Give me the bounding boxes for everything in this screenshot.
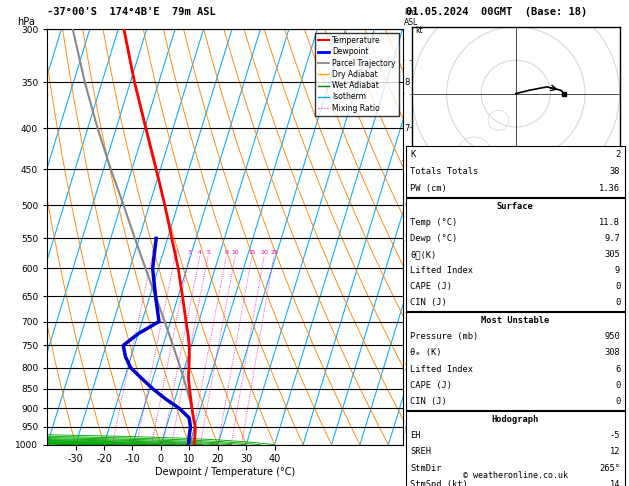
Text: 11.8: 11.8 (599, 218, 620, 227)
Text: <<<: <<< (411, 405, 429, 411)
Text: 25: 25 (270, 250, 278, 256)
Text: Lifted Index: Lifted Index (410, 364, 473, 374)
Text: Dewp (°C): Dewp (°C) (410, 234, 457, 243)
Text: 308: 308 (604, 348, 620, 358)
Text: 305: 305 (604, 250, 620, 259)
Text: Pressure (mb): Pressure (mb) (410, 332, 479, 341)
Text: km
ASL: km ASL (404, 8, 418, 27)
Text: CAPE (J): CAPE (J) (410, 381, 452, 390)
Text: 8: 8 (404, 78, 409, 87)
Text: Temp (°C): Temp (°C) (410, 218, 457, 227)
Text: SREH: SREH (410, 448, 431, 456)
Text: θₑ (K): θₑ (K) (410, 348, 442, 358)
Text: <<<: <<< (411, 125, 429, 131)
Legend: Temperature, Dewpoint, Parcel Trajectory, Dry Adiabat, Wet Adiabat, Isotherm, Mi: Temperature, Dewpoint, Parcel Trajectory… (314, 33, 399, 116)
Text: hPa: hPa (17, 17, 35, 27)
Text: 0: 0 (615, 298, 620, 308)
Text: 8: 8 (225, 250, 228, 256)
Text: CIN (J): CIN (J) (410, 298, 447, 308)
Text: 2: 2 (174, 250, 177, 256)
Text: Hodograph: Hodograph (491, 415, 539, 424)
Text: kt: kt (415, 26, 423, 35)
Text: 15: 15 (248, 250, 256, 256)
Text: 5: 5 (404, 234, 409, 243)
Text: -37°00'S  174°4B'E  79m ASL: -37°00'S 174°4B'E 79m ASL (47, 7, 216, 17)
Text: PW (cm): PW (cm) (410, 184, 447, 193)
Text: Lifted Index: Lifted Index (410, 266, 473, 275)
Text: -5: -5 (610, 431, 620, 440)
Text: 01.05.2024  00GMT  (Base: 18): 01.05.2024 00GMT (Base: 18) (406, 7, 587, 17)
Text: 5: 5 (206, 250, 210, 256)
Text: 3: 3 (404, 317, 409, 326)
Text: EH: EH (410, 431, 421, 440)
Text: 9: 9 (615, 266, 620, 275)
Text: StmDir: StmDir (410, 464, 442, 473)
Text: <<<: <<< (411, 424, 429, 430)
Text: Most Unstable: Most Unstable (481, 316, 549, 325)
Text: 4: 4 (198, 250, 202, 256)
Text: <<<: <<< (411, 385, 429, 392)
Text: 265°: 265° (599, 464, 620, 473)
Text: Surface: Surface (497, 202, 533, 211)
Text: StmSpd (kt): StmSpd (kt) (410, 480, 468, 486)
Text: 2: 2 (615, 150, 620, 159)
Text: 0: 0 (615, 282, 620, 292)
Text: 7: 7 (404, 124, 409, 133)
Text: CIN (J): CIN (J) (410, 397, 447, 406)
Text: <<<: <<< (411, 203, 429, 208)
Text: 0: 0 (615, 397, 620, 406)
Text: 1: 1 (404, 404, 409, 413)
Text: 38: 38 (610, 167, 620, 176)
Text: 950: 950 (604, 332, 620, 341)
Text: 1.36: 1.36 (599, 184, 620, 193)
Text: CAPE (J): CAPE (J) (410, 282, 452, 292)
Text: <<<: <<< (411, 319, 429, 325)
Text: 6: 6 (615, 364, 620, 374)
Text: K: K (410, 150, 415, 159)
Text: 3: 3 (187, 250, 191, 256)
Text: 6: 6 (404, 201, 409, 210)
Text: Totals Totals: Totals Totals (410, 167, 479, 176)
Text: <<<: <<< (411, 26, 429, 32)
Text: 2: 2 (404, 363, 409, 372)
Text: 9.7: 9.7 (604, 234, 620, 243)
Text: Mixing Ratio (g/kg): Mixing Ratio (g/kg) (422, 200, 431, 274)
Text: 14: 14 (610, 480, 620, 486)
Text: © weatheronline.co.uk: © weatheronline.co.uk (463, 471, 567, 480)
X-axis label: Dewpoint / Temperature (°C): Dewpoint / Temperature (°C) (155, 467, 295, 477)
Text: θᴇ(K): θᴇ(K) (410, 250, 437, 259)
Text: 0: 0 (615, 381, 620, 390)
Text: 20: 20 (260, 250, 268, 256)
Text: LCL: LCL (404, 426, 418, 435)
Text: 1: 1 (150, 250, 154, 256)
Text: 10: 10 (231, 250, 239, 256)
Text: 12: 12 (610, 448, 620, 456)
